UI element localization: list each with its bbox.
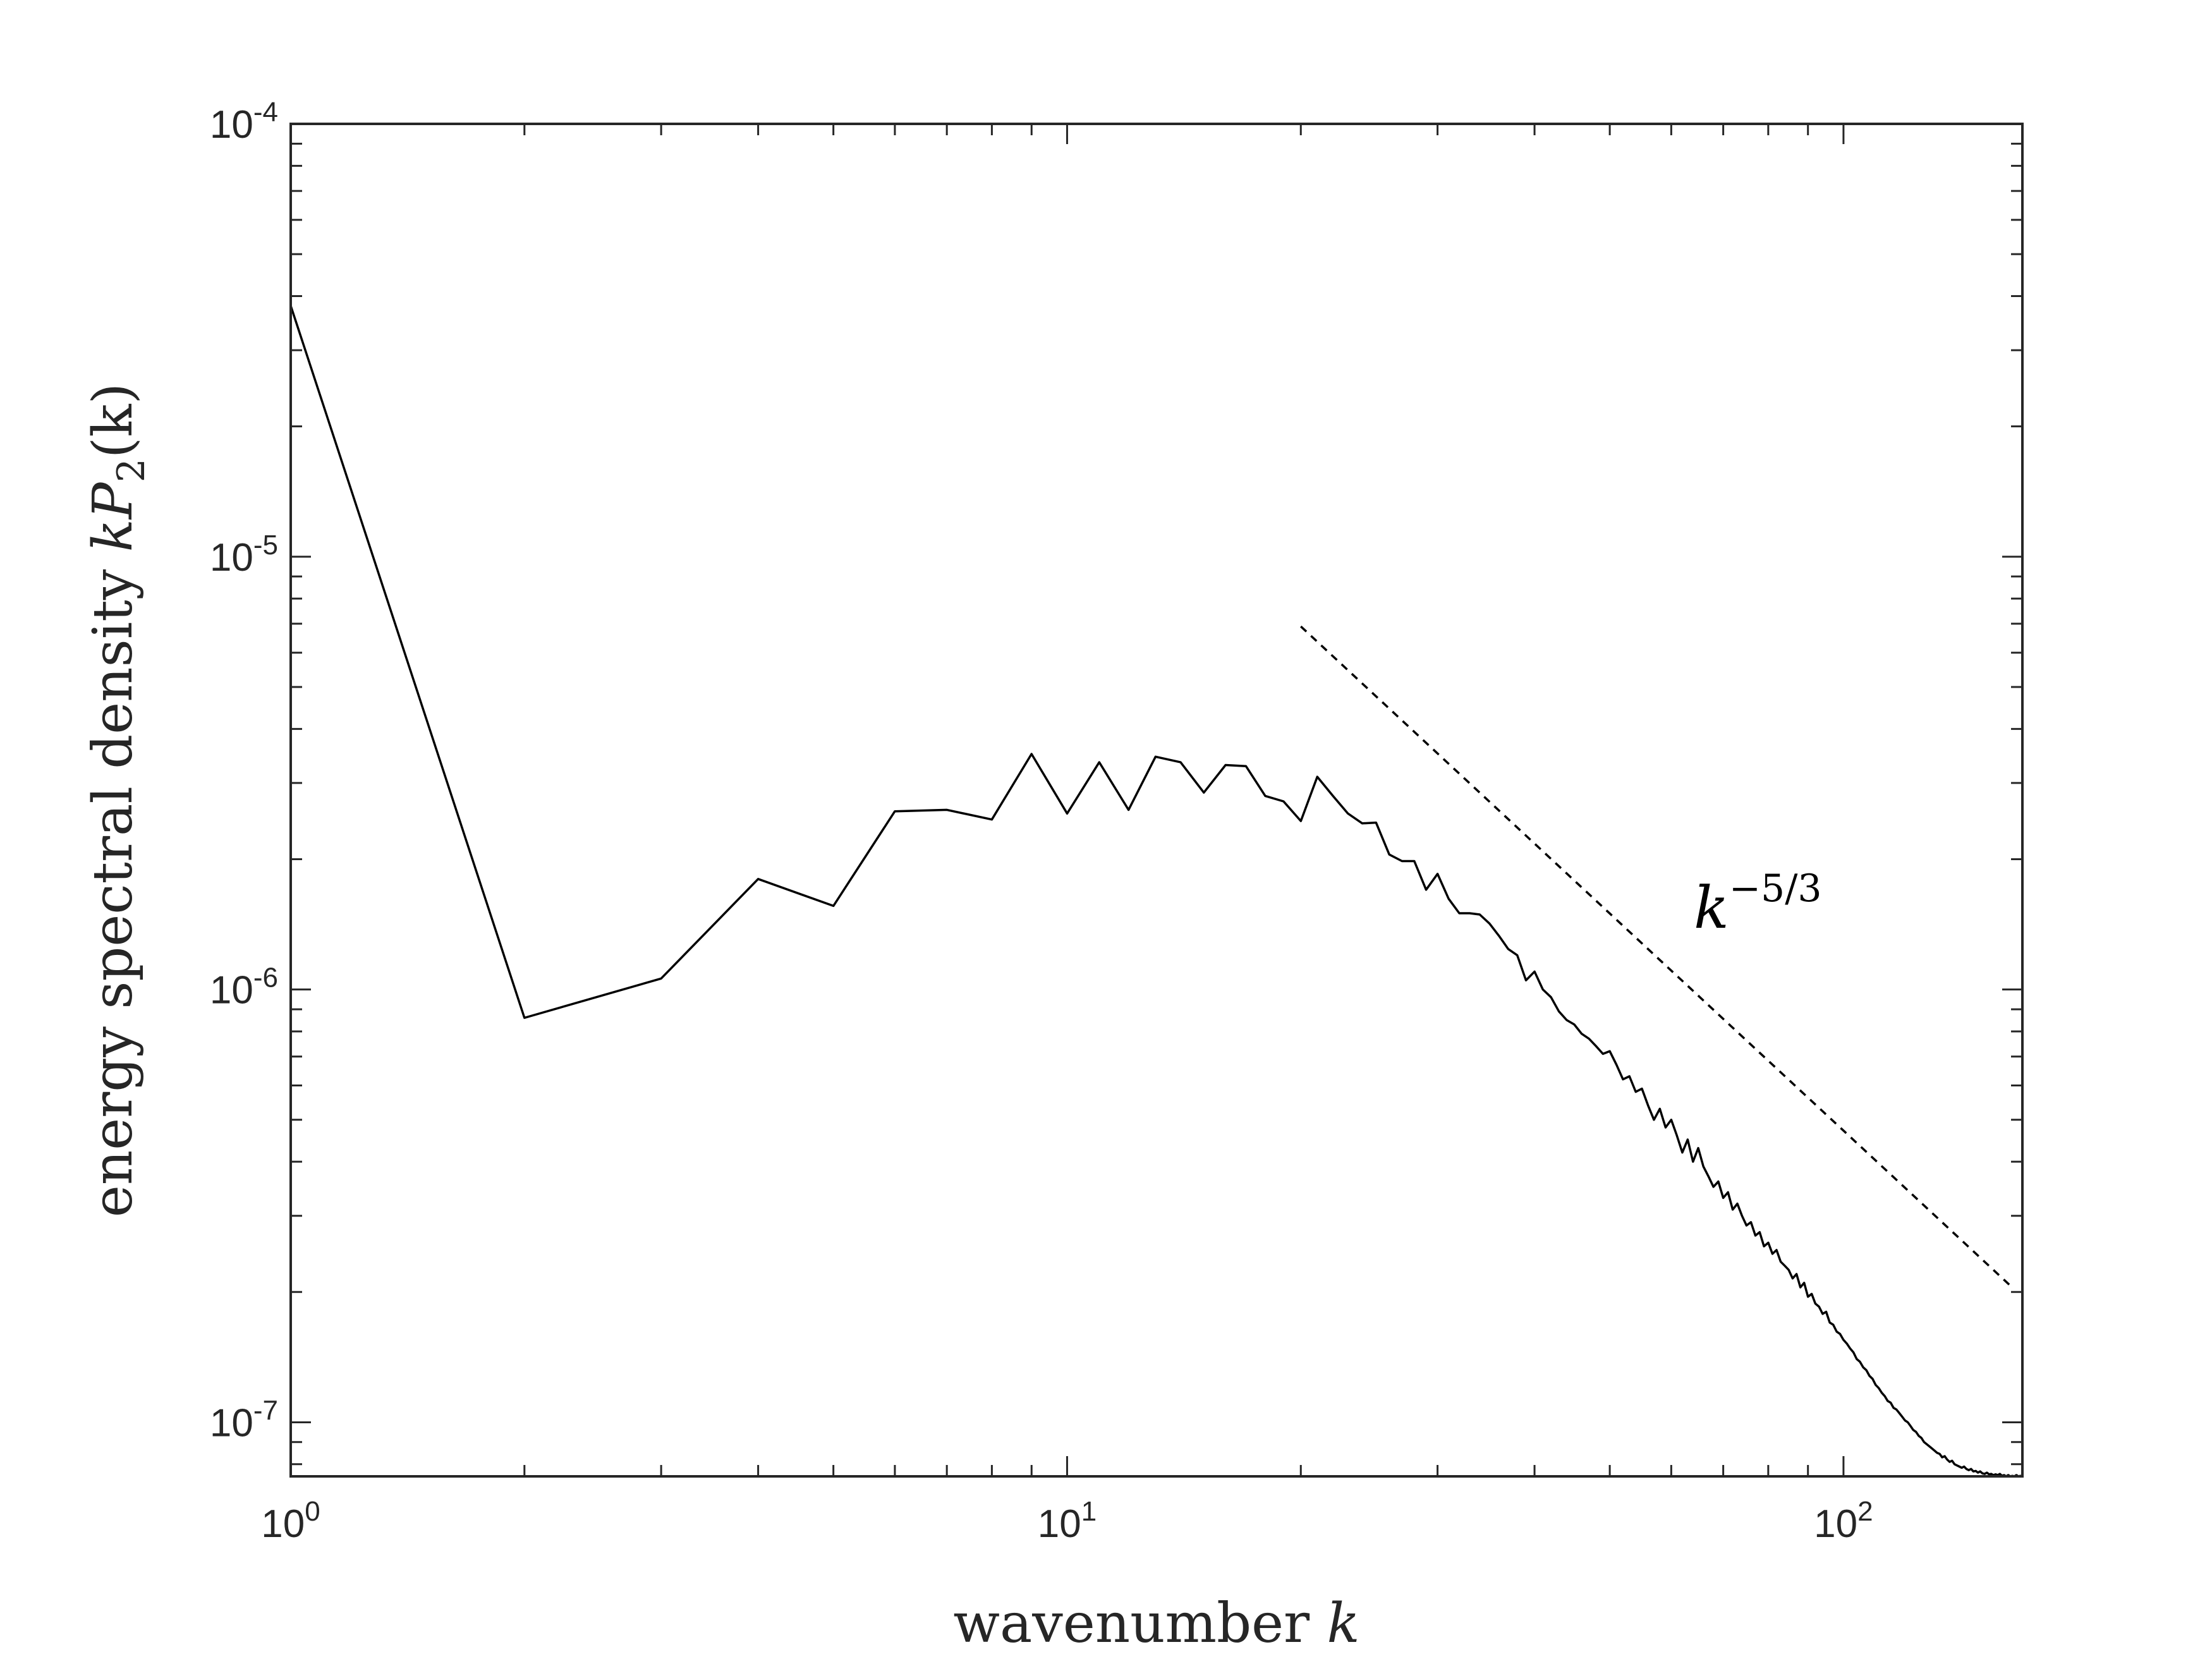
reference-line (1300, 625, 2014, 1289)
y-tick-label: 10-5 (210, 530, 278, 580)
x-axis-label: wavenumber k (953, 1592, 1359, 1655)
x-tick-label: 100 (261, 1496, 320, 1546)
y-tick-label: 10-7 (210, 1395, 278, 1445)
y-tick-label: 10-4 (210, 97, 278, 147)
y-tick-labels: 10-4 10-5 10-6 10-7 (210, 97, 278, 1445)
y-axis-label: energy spectral density kP2(k) (82, 383, 154, 1217)
series-line (289, 305, 2023, 1478)
x-tick-label: 102 (1814, 1496, 1873, 1546)
plot-frame (289, 123, 2024, 1478)
y-tick-label: 10-6 (210, 963, 278, 1012)
x-tick-labels: 100 101 102 (261, 1496, 1873, 1546)
slope-annotation: k−5/3 (1694, 866, 1822, 942)
spectrum-series (289, 305, 2023, 1478)
x-tick-label: 101 (1038, 1496, 1097, 1546)
reference-slope-line (1300, 625, 2014, 1289)
tick-marks (289, 123, 2022, 1476)
